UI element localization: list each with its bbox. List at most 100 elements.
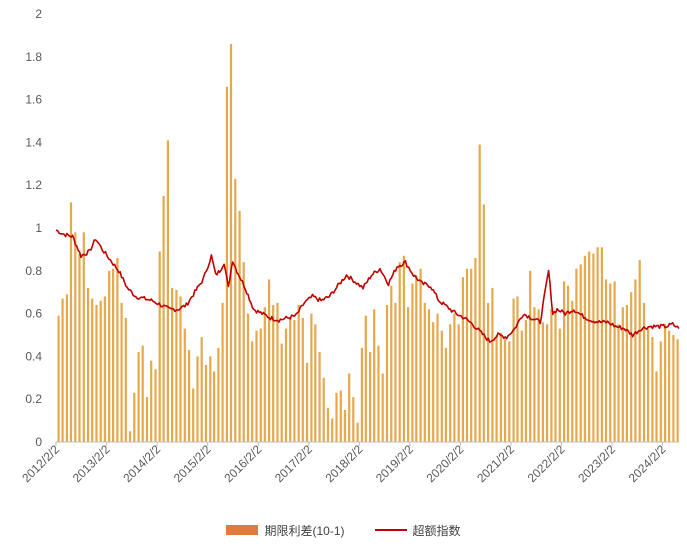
bar [651, 337, 654, 442]
bar [57, 315, 60, 442]
bar [82, 232, 85, 442]
y-tick-label: 1.4 [25, 135, 42, 149]
bar [566, 285, 570, 442]
legend-item-bar: 期限利差(10-1) [226, 522, 345, 539]
bar [120, 302, 123, 442]
line-series [55, 229, 680, 343]
bar [69, 202, 73, 442]
bar [242, 262, 245, 442]
y-axis: 0 0.2 0.4 0.6 0.8 1 1.2 1.4 1.6 1.8 2 [25, 7, 42, 449]
bar [470, 268, 473, 442]
bar [360, 347, 363, 442]
bar [474, 258, 477, 442]
bar [449, 324, 452, 442]
bar [373, 309, 376, 442]
bar [524, 320, 527, 442]
bar [419, 268, 422, 442]
bar [381, 373, 384, 442]
x-tick-label: 2014/2/2 [120, 442, 163, 485]
bar [583, 255, 586, 442]
bar [213, 371, 216, 442]
bar [150, 360, 153, 442]
bar [99, 300, 102, 442]
bar [179, 296, 182, 442]
x-tick-label: 2015/2/2 [171, 442, 214, 485]
y-tick-label: 0.2 [25, 392, 42, 406]
bar [318, 352, 321, 442]
x-tick-label: 2017/2/2 [272, 442, 315, 485]
bar [541, 322, 544, 442]
bar [664, 324, 667, 442]
bar [402, 255, 405, 442]
y-tick-label: 1.8 [25, 50, 42, 64]
bar [411, 283, 414, 442]
bar [322, 377, 325, 442]
x-tick-label: 2020/2/2 [424, 442, 467, 485]
bar-series [57, 44, 679, 443]
bar [284, 328, 288, 442]
bar [343, 409, 346, 442]
legend-label-bar: 期限利差(10-1) [264, 523, 345, 538]
bar [588, 251, 591, 442]
bar [571, 300, 574, 442]
bar [600, 247, 603, 442]
bar [427, 309, 431, 442]
bar [550, 309, 553, 442]
bar [558, 328, 561, 442]
bar [175, 290, 178, 442]
bar [630, 292, 633, 442]
bar [659, 341, 662, 442]
bar [638, 260, 641, 442]
bar [672, 335, 675, 442]
x-tick-label: 2024/2/2 [626, 442, 669, 485]
bar [314, 324, 317, 442]
bar [563, 281, 566, 442]
bar [234, 178, 237, 443]
bar [188, 350, 191, 442]
bar [124, 317, 127, 442]
bar [272, 305, 275, 442]
bar [217, 347, 220, 442]
bar [112, 268, 115, 442]
bar [209, 356, 212, 442]
bar [348, 373, 351, 442]
bar [432, 322, 435, 442]
bar [512, 298, 515, 442]
bar [145, 397, 149, 442]
bar [293, 320, 296, 442]
bar [676, 339, 679, 442]
bar [634, 279, 637, 442]
bar [529, 270, 532, 442]
bar [436, 313, 439, 442]
bar [415, 275, 418, 442]
bar [91, 298, 94, 442]
bar [499, 332, 502, 442]
bar [617, 324, 620, 442]
bar [592, 253, 595, 442]
bar [625, 305, 628, 442]
y-tick-label: 0.6 [25, 307, 42, 321]
bar [200, 337, 203, 442]
legend-swatch-bar [226, 525, 259, 535]
bar [65, 294, 68, 442]
bar [192, 388, 195, 442]
bar [668, 330, 671, 442]
y-tick-label: 2 [35, 7, 42, 21]
bar [331, 418, 334, 442]
bar [369, 352, 372, 442]
bar [297, 305, 300, 442]
bar [385, 305, 389, 442]
bar [440, 330, 443, 442]
bar [364, 315, 367, 442]
bar [407, 307, 410, 442]
bar [74, 232, 77, 442]
bar [655, 371, 658, 442]
bar [78, 253, 81, 442]
bar [482, 204, 485, 442]
bar [310, 313, 313, 442]
bar [204, 365, 208, 442]
x-tick-label: 2022/2/2 [525, 442, 568, 485]
bar [141, 345, 144, 442]
bar [537, 309, 540, 442]
bar [108, 270, 111, 442]
